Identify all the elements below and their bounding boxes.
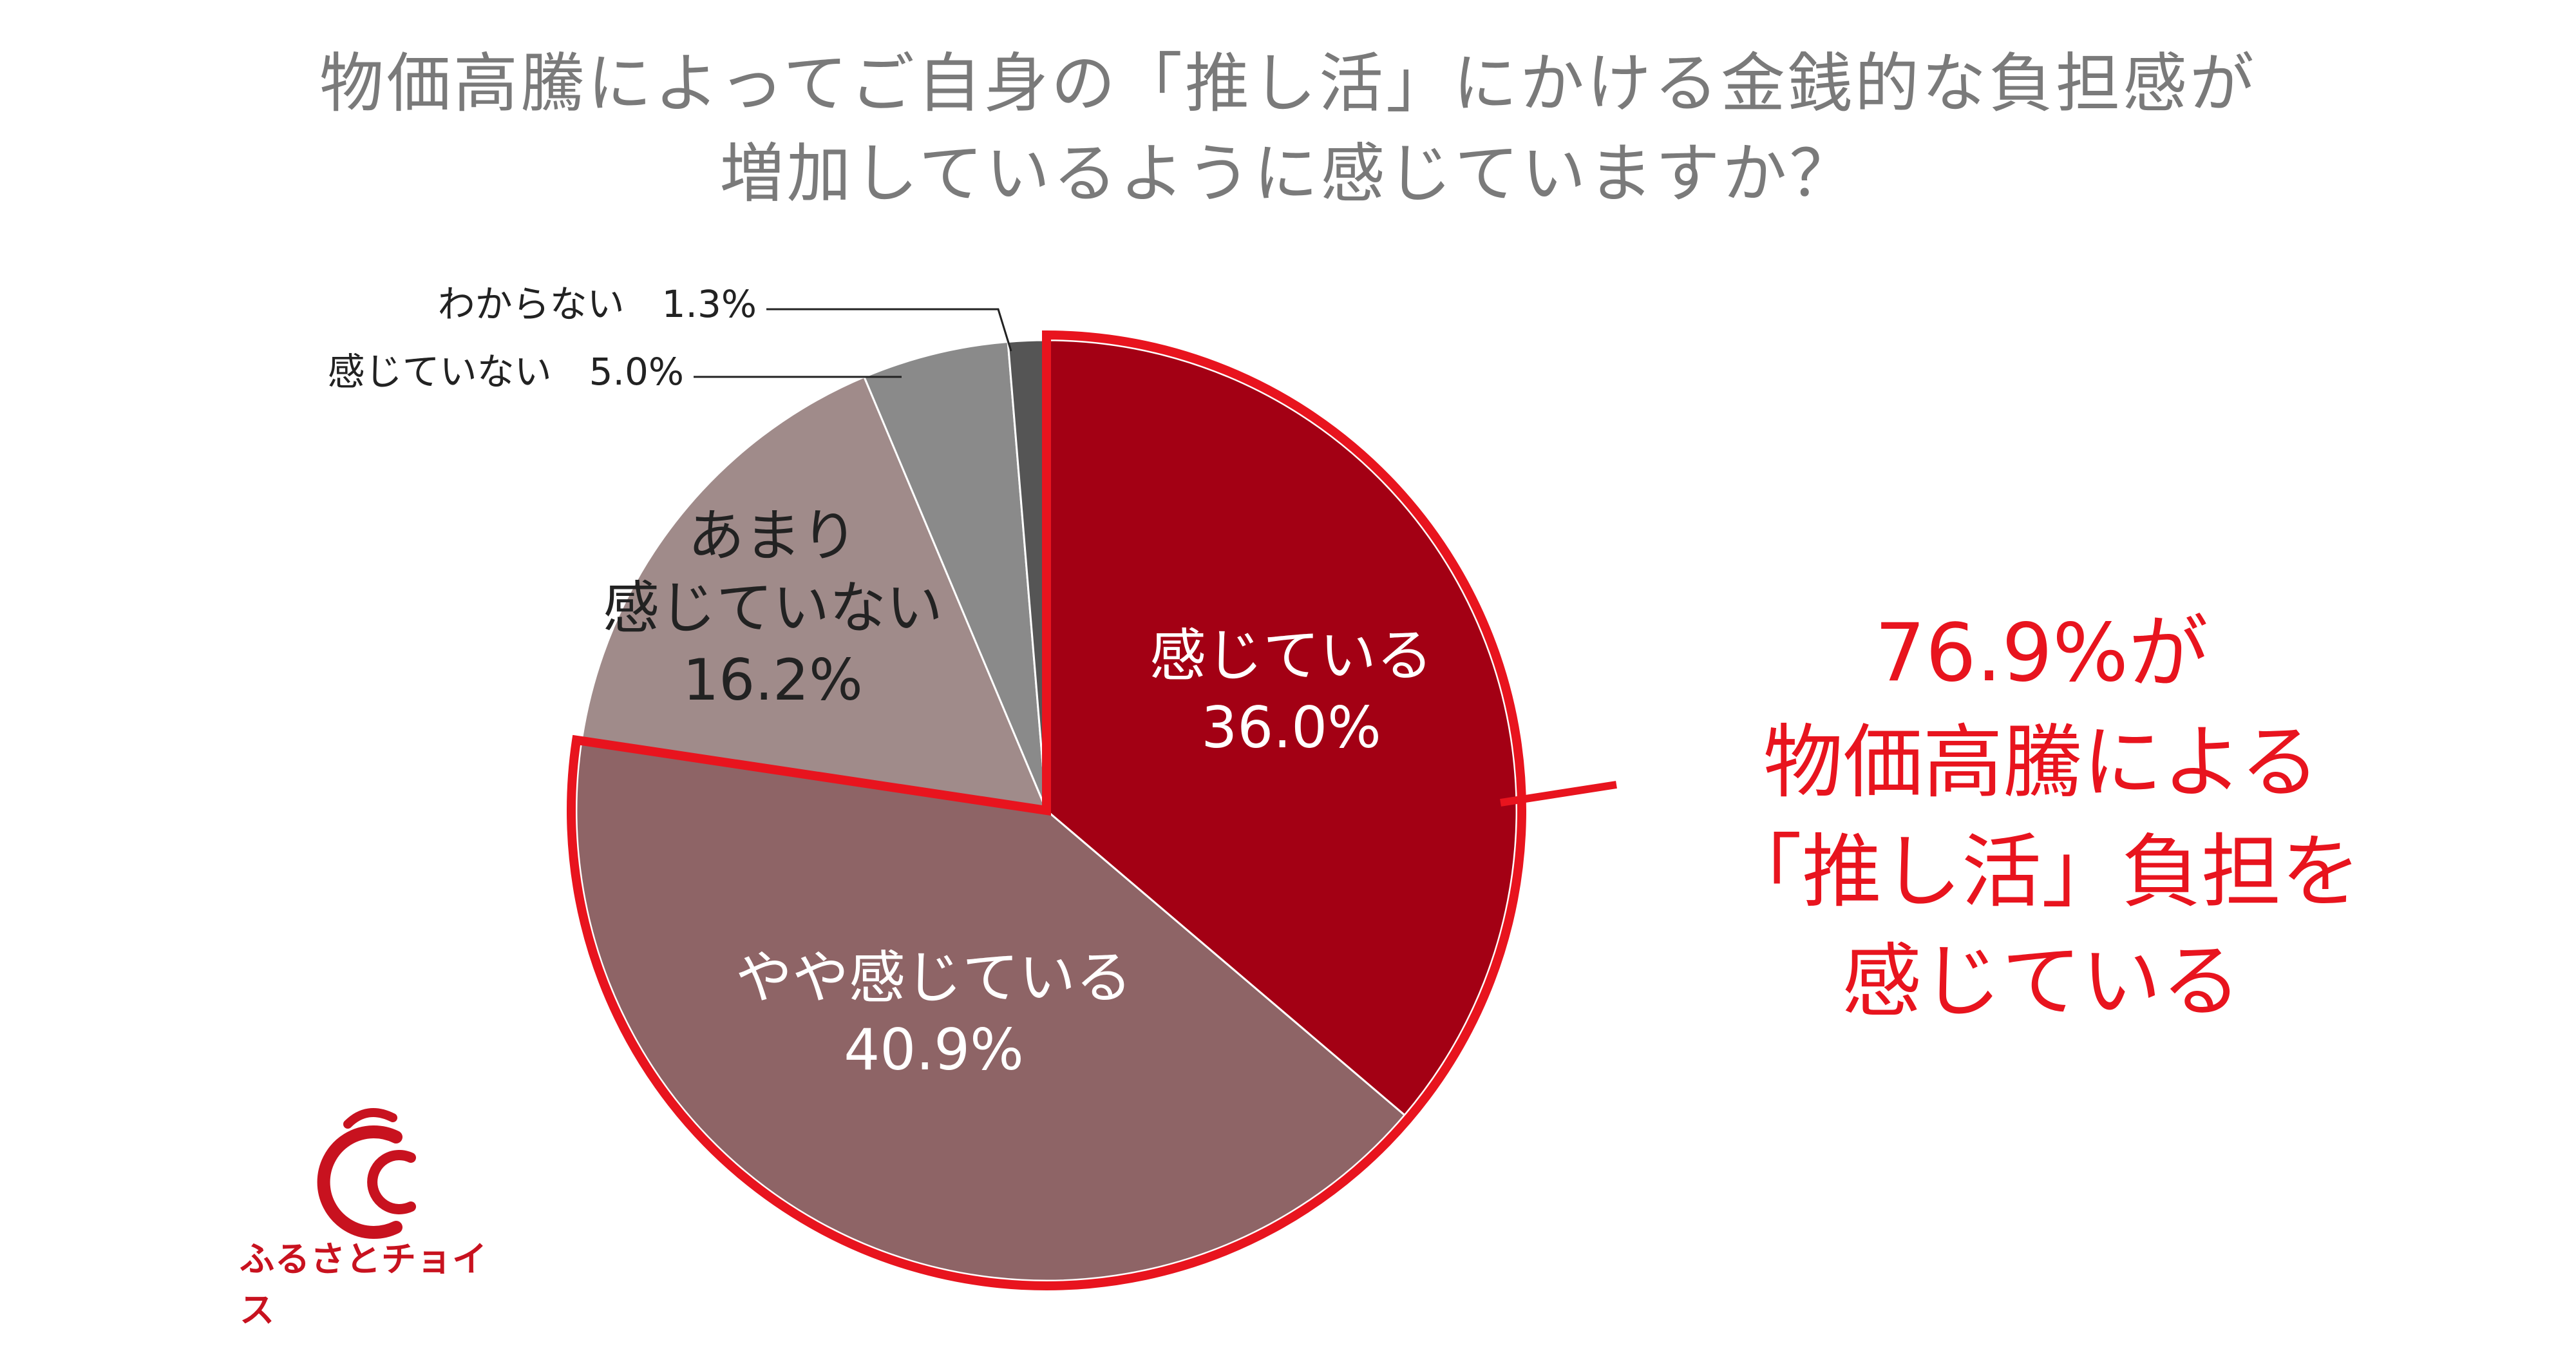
slice-label-3: 感じていない: [603, 575, 943, 641]
slice-label-2: やや感じている: [735, 944, 1132, 1011]
slice-value-1: 36.0%: [1201, 694, 1381, 761]
pie-slice-4: [862, 340, 1048, 811]
slice-value-3: 16.2%: [683, 647, 863, 713]
highlight-outline: [567, 330, 1526, 1290]
chart-title-line-1: 物価高騰によってご自身の「推し活」にかける金銭的な負担感が: [319, 46, 2257, 121]
callout-pointer-line: [1500, 781, 1617, 807]
callout-line-3: 「推し活」負担を: [1721, 826, 2361, 919]
callout-line-4: 感じている: [1841, 935, 2241, 1028]
callout-line-2: 物価高騰による: [1763, 716, 2320, 809]
slice-label-5: わからない 1.3%: [438, 282, 757, 326]
pie-slice-2: [575, 740, 1406, 1282]
brand-logo-text: ふるさとチョイス: [240, 1239, 488, 1330]
pie-slice-3: [580, 376, 1048, 812]
chart-title-line-2: 増加しているように感じていますか？: [719, 136, 1857, 211]
slice-label-3: あまり: [688, 502, 858, 569]
slice-label-4: 感じていない 5.0%: [328, 350, 684, 394]
pie-slice-1: [1045, 339, 1518, 1117]
brand-logo-icon: [317, 1108, 416, 1239]
leader-line-5: [766, 308, 1012, 352]
callout-line-1: 76.9%が: [1875, 607, 2208, 700]
slice-label-1: 感じている: [1150, 622, 1433, 689]
slice-value-2: 40.9%: [844, 1017, 1024, 1083]
